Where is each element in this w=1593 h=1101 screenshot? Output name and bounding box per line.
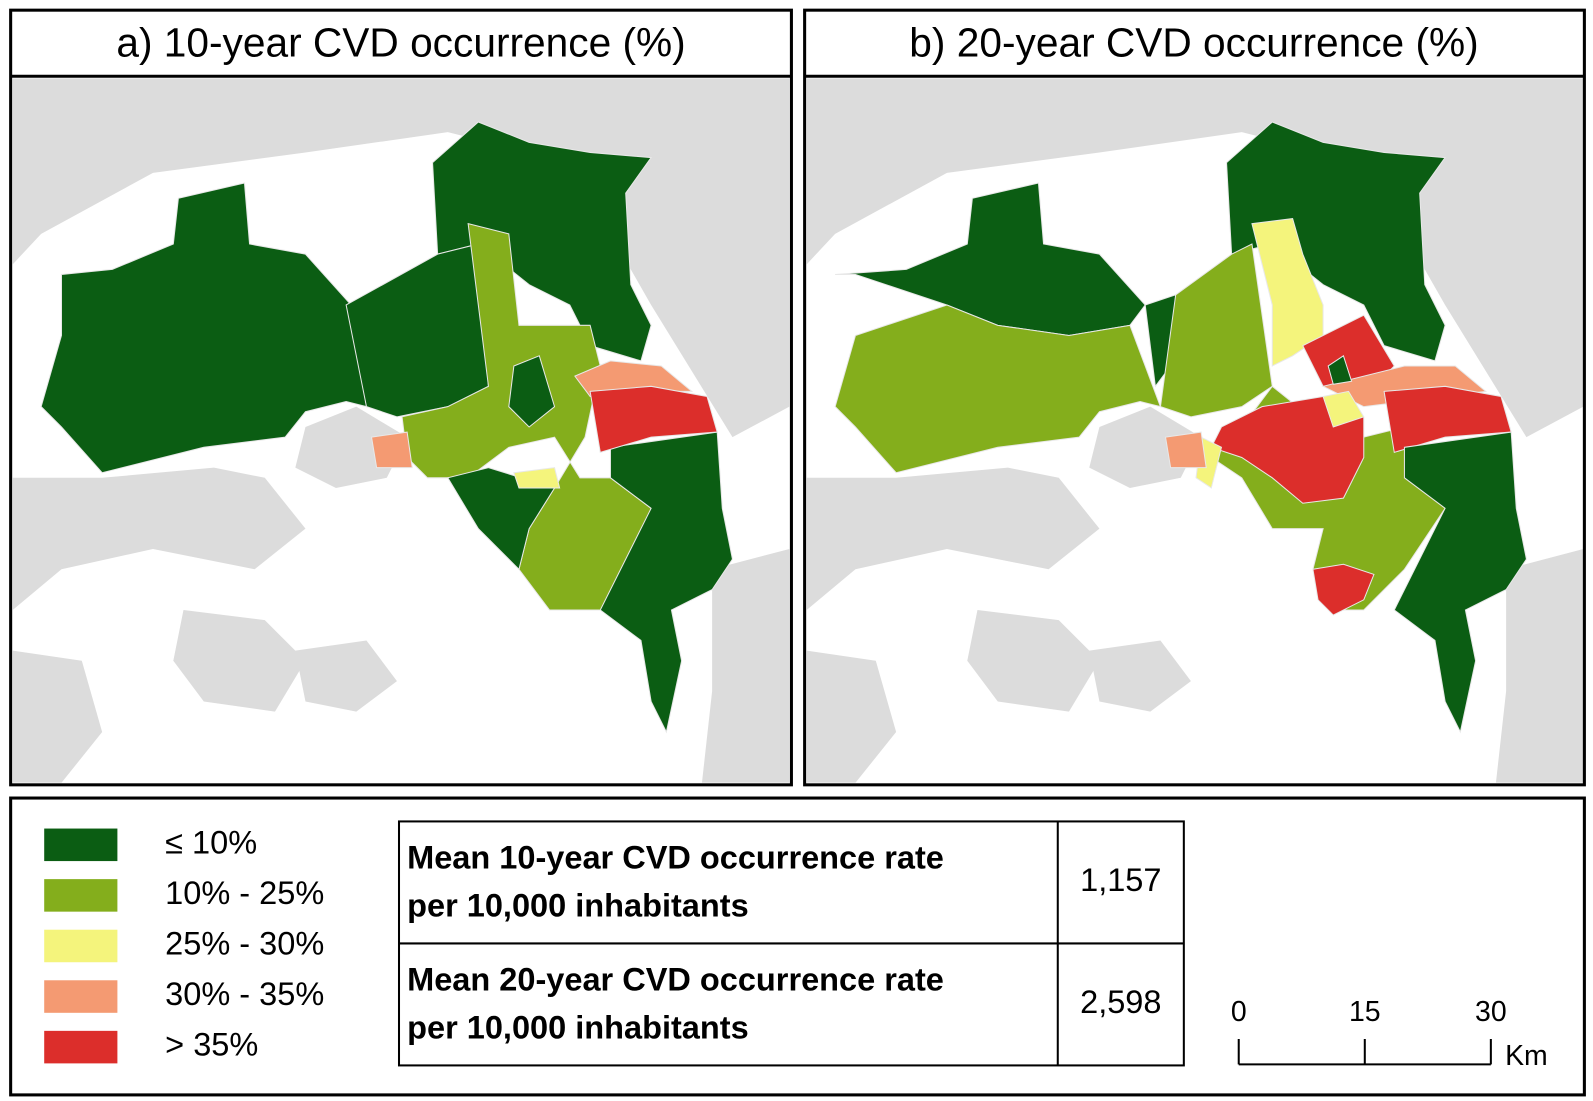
municipality (1322, 390, 1365, 428)
table-value: 1,157 (1080, 862, 1161, 898)
land (173, 609, 306, 712)
legend-label: 10% - 25% (165, 875, 324, 911)
land (701, 548, 790, 783)
municipality (599, 431, 733, 734)
municipality (1393, 431, 1527, 734)
municipality (1164, 431, 1207, 469)
municipality (40, 182, 368, 474)
scale-label: 15 (1349, 996, 1381, 1028)
land (12, 467, 306, 610)
municipalities (834, 121, 1527, 734)
municipalities (40, 121, 733, 734)
panel-frame (803, 8, 1586, 787)
scale-unit: Km (1505, 1040, 1548, 1072)
table-label: per 10,000 inhabitants (407, 1009, 749, 1045)
municipality (508, 355, 556, 428)
map-panel: b) 20-year CVD occurrence (%) (803, 8, 1586, 787)
legend-label: ≤ 10% (165, 824, 257, 860)
municipality (1159, 243, 1273, 418)
land (1089, 640, 1191, 712)
map-panel: a) 10-year CVD occurrence (%) (9, 8, 793, 787)
map (12, 78, 790, 783)
legend: ≤ 10% 10% - 25% 25% - 30% 30% - 35% > 35% (44, 824, 324, 1064)
panel-title: a) 10-year CVD occurrence (%) (116, 19, 685, 65)
scale-label: 30 (1475, 996, 1507, 1028)
municipality (589, 385, 718, 454)
summary-table: Mean 10-year CVD occurrence rate per 10,… (397, 820, 1185, 1067)
municipality (1327, 355, 1353, 385)
table-label: Mean 10-year CVD occurrence rate (407, 840, 944, 876)
legend-swatch (44, 929, 118, 963)
municipality (370, 431, 413, 469)
legend-frame (9, 796, 1586, 1097)
land (967, 609, 1100, 712)
legend-swatch (44, 1030, 118, 1064)
table-value: 2,598 (1080, 984, 1161, 1020)
municipality (834, 304, 1162, 474)
scale-label: 0 (1231, 996, 1247, 1028)
panel-title: b) 20-year CVD occurrence (%) (909, 19, 1478, 65)
land (806, 467, 1100, 610)
scale-bar: 0 15 30 Km (1231, 996, 1548, 1072)
municipality (1312, 563, 1375, 616)
land (806, 650, 897, 783)
legend-swatch (44, 828, 118, 862)
legend-swatch (44, 879, 118, 912)
table-label: Mean 20-year CVD occurrence rate (407, 962, 944, 998)
municipality (574, 360, 694, 398)
map (806, 78, 1584, 783)
panel-frame (9, 8, 793, 787)
legend-label: > 35% (165, 1027, 258, 1063)
land (295, 640, 397, 712)
municipality (513, 467, 561, 489)
land (12, 650, 103, 783)
legend-swatch (44, 980, 118, 1013)
legend-label: 25% - 30% (165, 926, 324, 962)
legend-label: 30% - 35% (165, 976, 324, 1012)
table-label: per 10,000 inhabitants (407, 887, 749, 923)
land (1495, 548, 1584, 783)
